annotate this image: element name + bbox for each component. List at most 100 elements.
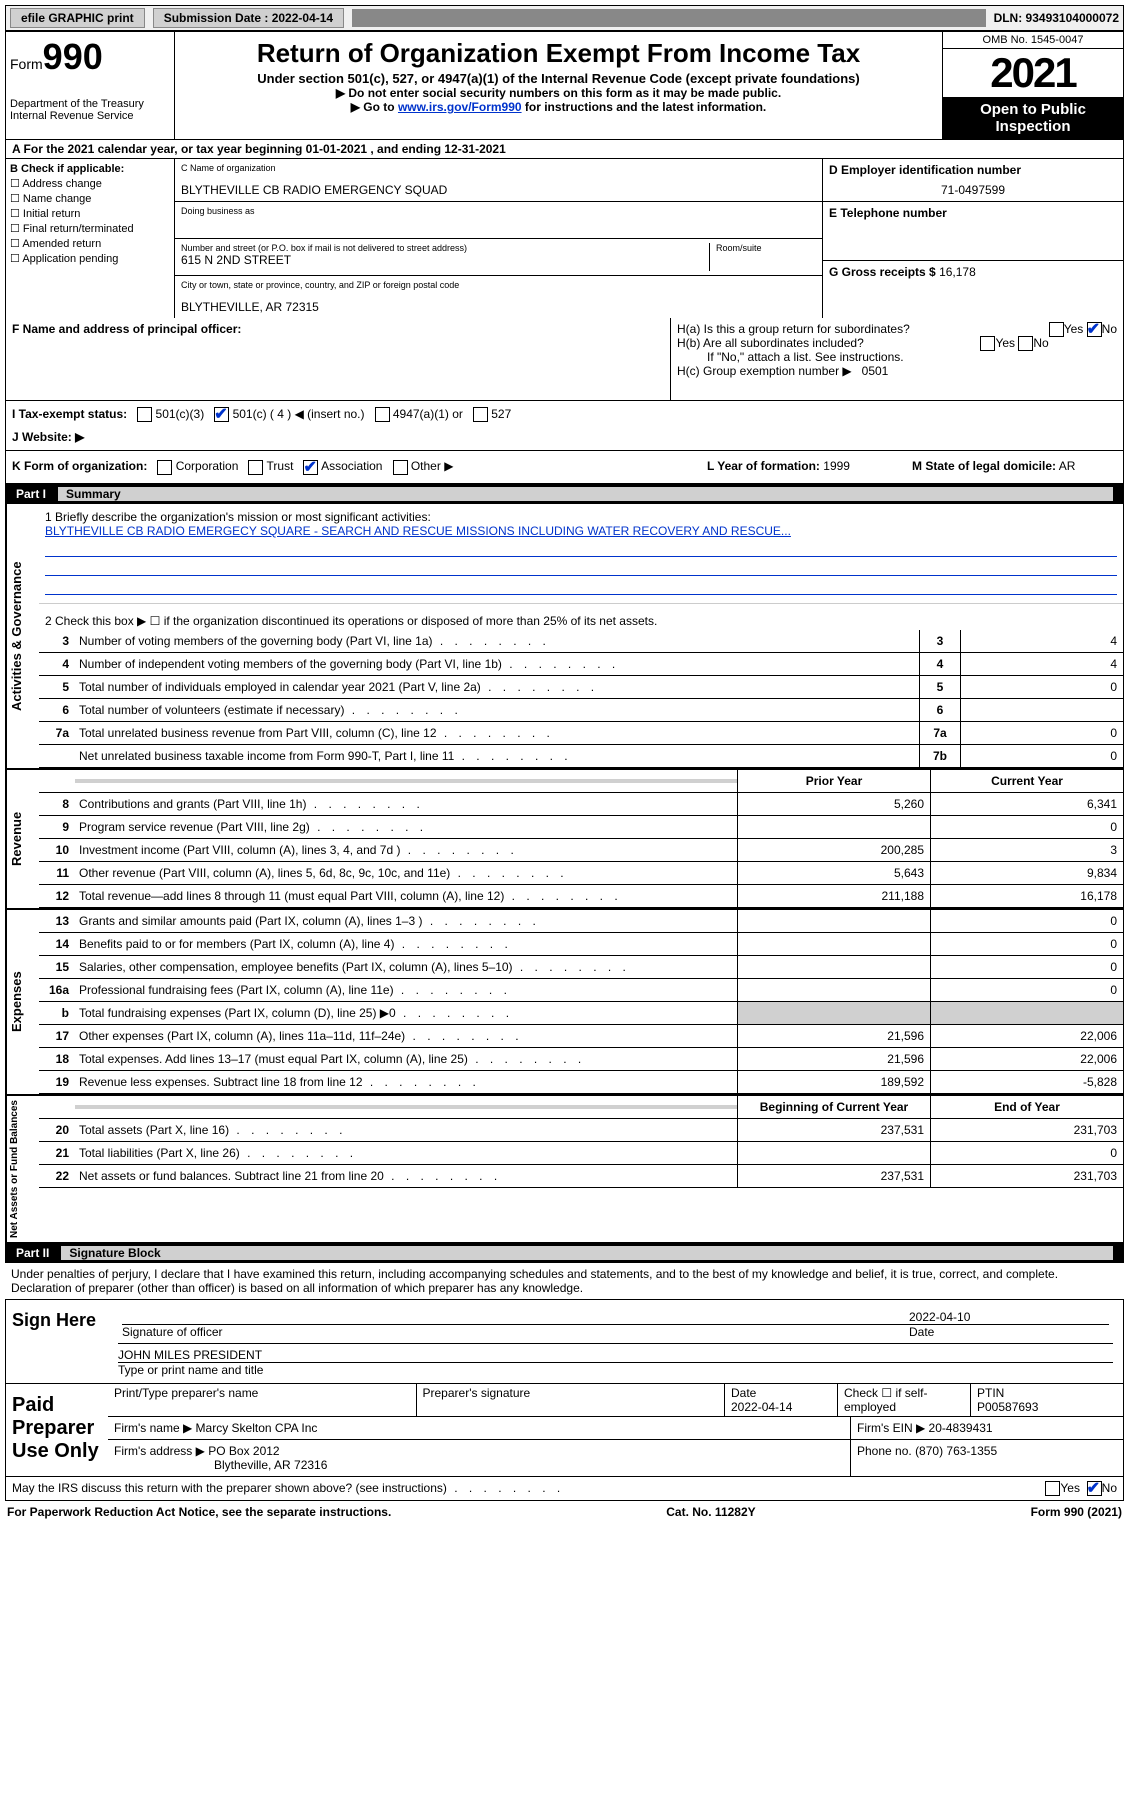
part-ii-header: Part II Signature Block [5,1243,1124,1263]
expense-line: b Total fundraising expenses (Part IX, c… [39,1002,1123,1025]
may-irs-text: May the IRS discuss this return with the… [12,1481,1045,1496]
section-c: C Name of organization BLYTHEVILLE CB RA… [175,159,822,318]
ptin-value: P00587693 [977,1400,1117,1414]
header-sub3: ▶ Go to www.irs.gov/Form990 for instruct… [185,100,932,114]
revenue-line: 11 Other revenue (Part VIII, column (A),… [39,862,1123,885]
net-header-row: Beginning of Current Year End of Year [39,1096,1123,1119]
may-irs-row: May the IRS discuss this return with the… [5,1477,1124,1501]
revenue-line: 12 Total revenue—add lines 8 through 11 … [39,885,1123,908]
section-m: M State of legal domicile: AR [912,459,1117,474]
paperwork-notice: For Paperwork Reduction Act Notice, see … [7,1505,391,1519]
prep-name-label: Print/Type preparer's name [114,1386,410,1400]
netassets-line: 22 Net assets or fund balances. Subtract… [39,1165,1123,1188]
governance-section: Activities & Governance 1 Briefly descri… [5,504,1124,768]
section-j: J Website: ▶ [12,430,665,444]
governance-line: 5 Total number of individuals employed i… [39,676,1123,699]
submission-date: Submission Date : 2022-04-14 [153,8,344,28]
form990-link[interactable]: www.irs.gov/Form990 [398,100,522,114]
prep-sig-label: Preparer's signature [423,1386,719,1400]
revenue-section: Revenue Prior Year Current Year 8 Contri… [5,768,1124,908]
part-ii-title: Signature Block [61,1246,1113,1260]
street-address: 615 N 2ND STREET [181,253,699,267]
officer-name-title: JOHN MILES PRESIDENT [118,1348,1113,1363]
dept-treasury: Department of the Treasury Internal Reve… [10,98,170,122]
firm-addr1: PO Box 2012 [208,1444,279,1458]
side-expenses: Expenses [6,910,39,1094]
firm-addr-label: Firm's address ▶ [114,1444,205,1458]
form-number: 990 [43,36,103,77]
footer-row: For Paperwork Reduction Act Notice, see … [5,1501,1124,1523]
expenses-section: Expenses 13 Grants and similar amounts p… [5,908,1124,1094]
phone-value: (870) 763-1355 [915,1444,997,1458]
prior-year-header: Prior Year [737,770,930,792]
phone-label: Phone no. [857,1444,912,1458]
beg-year-header: Beginning of Current Year [737,1096,930,1118]
expense-line: 18 Total expenses. Add lines 13–17 (must… [39,1048,1123,1071]
prep-date: 2022-04-14 [731,1400,831,1414]
firm-name-label: Firm's name ▶ [114,1421,192,1435]
side-netassets: Net Assets or Fund Balances [6,1096,39,1242]
revenue-line: 8 Contributions and grants (Part VIII, l… [39,793,1123,816]
officer-sig-label: Signature of officer [122,1325,909,1339]
entity-block: B Check if applicable: ☐ Address change … [5,159,1124,318]
side-revenue: Revenue [6,770,39,908]
ein-value: 71-0497599 [829,183,1117,197]
sign-date: 2022-04-10 [909,1310,1109,1324]
addr-label: Number and street (or P.O. box if mail i… [181,243,699,253]
ha-row: H(a) Is this a group return for subordin… [677,322,1117,336]
opt-amended: ☐ Amended return [10,237,170,250]
section-b: B Check if applicable: ☐ Address change … [6,159,175,318]
part-i-label: Part I [16,487,58,501]
opt-app-pending: ☐ Application pending [10,252,170,265]
opt-name-change: ☐ Name change [10,192,170,205]
rev-header-row: Prior Year Current Year [39,770,1123,793]
governance-line: 6 Total number of volunteers (estimate i… [39,699,1123,722]
netassets-line: 21 Total liabilities (Part X, line 26) 0 [39,1142,1123,1165]
netassets-line: 20 Total assets (Part X, line 16) 237,53… [39,1119,1123,1142]
section-deg: D Employer identification number 71-0497… [822,159,1123,318]
section-i: I Tax-exempt status: 501(c)(3) 501(c) ( … [12,407,665,422]
paid-preparer-label: Paid Preparer Use Only [6,1384,108,1476]
g-label: G Gross receipts $ [829,265,936,279]
part-ii-label: Part II [16,1246,61,1260]
e-label: E Telephone number [829,206,1117,220]
omb-number: OMB No. 1545-0047 [943,32,1123,49]
section-f: F Name and address of principal officer: [6,318,670,400]
section-h: H(a) Is this a group return for subordin… [670,318,1123,400]
netassets-section: Net Assets or Fund Balances Beginning of… [5,1094,1124,1243]
part-i-header: Part I Summary [5,484,1124,504]
hc-row: H(c) Group exemption number ▶ 0501 [677,364,1117,378]
expense-line: 15 Salaries, other compensation, employe… [39,956,1123,979]
expense-line: 13 Grants and similar amounts paid (Part… [39,910,1123,933]
expense-line: 14 Benefits paid to or for members (Part… [39,933,1123,956]
klm-row: K Form of organization: Corporation Trus… [5,451,1124,483]
expense-line: 19 Revenue less expenses. Subtract line … [39,1071,1123,1094]
governance-line: 7a Total unrelated business revenue from… [39,722,1123,745]
part-i-title: Summary [58,487,1113,501]
mission-label: 1 Briefly describe the organization's mi… [45,510,1117,524]
open-public-badge: Open to Public Inspection [943,97,1123,139]
opt-initial-return: ☐ Initial return [10,207,170,220]
dba-label: Doing business as [181,206,816,216]
prep-date-label: Date [731,1386,831,1400]
signature-declaration: Under penalties of perjury, I declare th… [5,1263,1124,1299]
sign-here-label: Sign Here [6,1300,108,1383]
ptin-label: PTIN [977,1386,1117,1400]
mission-text: BLYTHEVILLE CB RADIO EMERGECY SQUARE - S… [45,524,1117,538]
dln: DLN: 93493104000072 [994,11,1119,25]
row-a-tax-year: A For the 2021 calendar year, or tax yea… [5,140,1124,159]
fh-block: F Name and address of principal officer:… [5,318,1124,401]
header-right: OMB No. 1545-0047 2021 Open to Public In… [942,32,1123,139]
governance-line: 3 Number of voting members of the govern… [39,630,1123,653]
efile-print-button[interactable]: efile GRAPHIC print [10,8,145,28]
hb-note: If "No," attach a list. See instructions… [677,350,1117,364]
city-state-zip: BLYTHEVILLE, AR 72315 [181,300,816,314]
firm-ein-label: Firm's EIN ▶ [857,1421,925,1435]
revenue-line: 9 Program service revenue (Part VIII, li… [39,816,1123,839]
form-header: Form990 Department of the Treasury Inter… [5,31,1124,140]
room-label: Room/suite [716,243,816,253]
section-b-label: B Check if applicable: [10,163,170,175]
mission-block: 1 Briefly describe the organization's mi… [39,504,1123,604]
f-label: F Name and address of principal officer: [12,322,664,336]
current-year-header: Current Year [930,770,1123,792]
